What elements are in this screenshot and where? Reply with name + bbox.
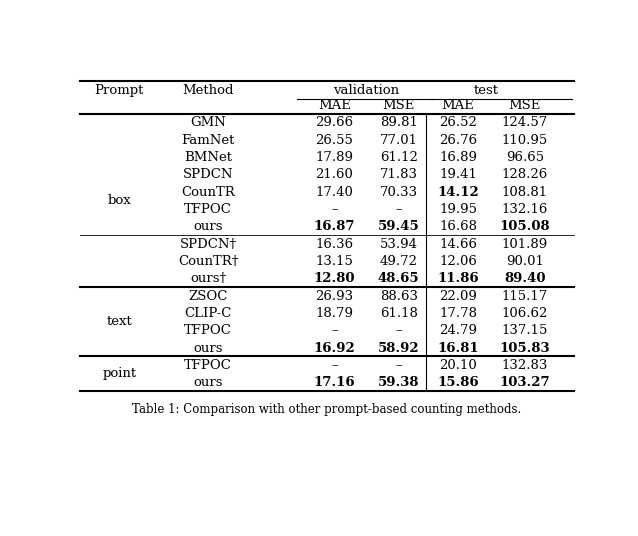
- Text: 58.92: 58.92: [378, 341, 419, 355]
- Text: 105.83: 105.83: [500, 341, 550, 355]
- Text: 17.78: 17.78: [439, 307, 477, 320]
- Text: Prompt: Prompt: [94, 84, 144, 97]
- Text: 59.38: 59.38: [378, 376, 419, 389]
- Text: 26.55: 26.55: [315, 133, 353, 147]
- Text: –: –: [331, 324, 338, 337]
- Text: 89.40: 89.40: [504, 272, 545, 285]
- Text: 71.83: 71.83: [380, 168, 418, 181]
- Text: 11.86: 11.86: [437, 272, 478, 285]
- Text: 14.66: 14.66: [439, 237, 477, 251]
- Text: MSE: MSE: [508, 100, 541, 113]
- Text: Table 1: Comparison with other prompt-based counting methods.: Table 1: Comparison with other prompt-ba…: [132, 404, 522, 416]
- Text: FamNet: FamNet: [182, 133, 235, 147]
- Text: 115.17: 115.17: [501, 289, 548, 303]
- Text: –: –: [396, 359, 402, 372]
- Text: 132.16: 132.16: [501, 203, 548, 216]
- Text: BMNet: BMNet: [184, 151, 232, 164]
- Text: 16.89: 16.89: [439, 151, 477, 164]
- Text: ours: ours: [193, 220, 223, 233]
- Text: 48.65: 48.65: [378, 272, 419, 285]
- Text: 96.65: 96.65: [506, 151, 544, 164]
- Text: 12.80: 12.80: [314, 272, 355, 285]
- Text: 108.81: 108.81: [501, 185, 548, 199]
- Text: 24.79: 24.79: [439, 324, 477, 337]
- Text: 22.09: 22.09: [439, 289, 477, 303]
- Text: 101.89: 101.89: [501, 237, 548, 251]
- Text: Method: Method: [182, 84, 234, 97]
- Text: 61.18: 61.18: [380, 307, 418, 320]
- Text: ZSOC: ZSOC: [189, 289, 228, 303]
- Text: 90.01: 90.01: [506, 255, 544, 268]
- Text: SPDCN: SPDCN: [183, 168, 234, 181]
- Text: CLIP-C: CLIP-C: [184, 307, 232, 320]
- Text: 19.41: 19.41: [439, 168, 477, 181]
- Text: 12.06: 12.06: [439, 255, 477, 268]
- Text: ours: ours: [193, 341, 223, 355]
- Text: 137.15: 137.15: [501, 324, 548, 337]
- Text: 16.81: 16.81: [437, 341, 478, 355]
- Text: box: box: [107, 194, 131, 207]
- Text: 77.01: 77.01: [380, 133, 418, 147]
- Text: 20.10: 20.10: [439, 359, 477, 372]
- Text: 70.33: 70.33: [380, 185, 418, 199]
- Text: 132.83: 132.83: [501, 359, 548, 372]
- Text: 53.94: 53.94: [380, 237, 418, 251]
- Text: 16.92: 16.92: [313, 341, 355, 355]
- Text: text: text: [107, 315, 132, 328]
- Text: 106.62: 106.62: [501, 307, 548, 320]
- Text: TFPOC: TFPOC: [184, 359, 232, 372]
- Text: 49.72: 49.72: [380, 255, 418, 268]
- Text: 26.93: 26.93: [315, 289, 353, 303]
- Text: MAE: MAE: [441, 100, 475, 113]
- Text: 26.52: 26.52: [439, 116, 477, 129]
- Text: 88.63: 88.63: [380, 289, 418, 303]
- Text: test: test: [474, 84, 499, 97]
- Text: 61.12: 61.12: [380, 151, 418, 164]
- Text: 16.68: 16.68: [439, 220, 477, 233]
- Text: –: –: [396, 324, 402, 337]
- Text: 21.60: 21.60: [315, 168, 353, 181]
- Text: –: –: [331, 203, 338, 216]
- Text: 14.12: 14.12: [437, 185, 479, 199]
- Text: 105.08: 105.08: [500, 220, 550, 233]
- Text: GMN: GMN: [190, 116, 226, 129]
- Text: 124.57: 124.57: [501, 116, 548, 129]
- Text: MSE: MSE: [383, 100, 415, 113]
- Text: 26.76: 26.76: [439, 133, 477, 147]
- Text: –: –: [396, 203, 402, 216]
- Text: 29.66: 29.66: [315, 116, 353, 129]
- Text: validation: validation: [334, 84, 399, 97]
- Text: TFPOC: TFPOC: [184, 324, 232, 337]
- Text: CounTR: CounTR: [181, 185, 235, 199]
- Text: point: point: [102, 367, 137, 380]
- Text: 17.16: 17.16: [314, 376, 355, 389]
- Text: 59.45: 59.45: [378, 220, 420, 233]
- Text: 17.89: 17.89: [315, 151, 353, 164]
- Text: 103.27: 103.27: [500, 376, 550, 389]
- Text: 89.81: 89.81: [380, 116, 418, 129]
- Text: –: –: [331, 359, 338, 372]
- Text: 13.15: 13.15: [315, 255, 353, 268]
- Text: 16.36: 16.36: [315, 237, 353, 251]
- Text: SPDCN†: SPDCN†: [180, 237, 237, 251]
- Text: 110.95: 110.95: [501, 133, 548, 147]
- Text: ours: ours: [193, 376, 223, 389]
- Text: 15.86: 15.86: [437, 376, 478, 389]
- Text: ours†: ours†: [190, 272, 226, 285]
- Text: 16.87: 16.87: [314, 220, 355, 233]
- Text: 18.79: 18.79: [315, 307, 353, 320]
- Text: 128.26: 128.26: [501, 168, 548, 181]
- Text: CounTR†: CounTR†: [178, 255, 239, 268]
- Text: TFPOC: TFPOC: [184, 203, 232, 216]
- Text: 19.95: 19.95: [439, 203, 477, 216]
- Text: 17.40: 17.40: [315, 185, 353, 199]
- Text: MAE: MAE: [318, 100, 351, 113]
